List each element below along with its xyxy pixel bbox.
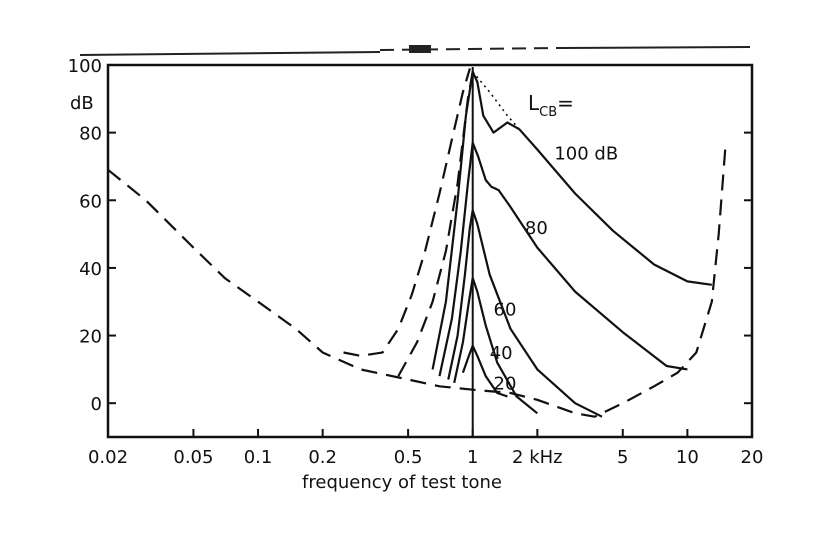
y-tick-label: 100 bbox=[68, 56, 102, 77]
y-tick-label: 20 bbox=[79, 327, 102, 348]
y-axis: 0 20 40 60 80 100 bbox=[68, 56, 752, 415]
x-tick-label: 2 kHz bbox=[512, 447, 563, 468]
curve-label: 60 bbox=[494, 299, 517, 320]
y-tick-label: 0 bbox=[91, 394, 102, 415]
curve-label: 20 bbox=[494, 374, 517, 395]
series-line-0-solid bbox=[431, 70, 712, 370]
series-layer bbox=[107, 68, 727, 418]
y-tick-label: 40 bbox=[79, 259, 102, 280]
x-tick-label: 20 bbox=[741, 447, 764, 468]
x-tick-label: 1 bbox=[467, 447, 478, 468]
x-tick-label: 10 bbox=[676, 447, 699, 468]
lcb-annotation: LCB= bbox=[528, 91, 574, 120]
x-tick-label: 5 bbox=[617, 447, 628, 468]
y-unit-label: dB bbox=[70, 93, 94, 114]
x-axis-title: frequency of test tone bbox=[302, 472, 502, 493]
y-tick-label: 60 bbox=[79, 191, 102, 212]
curve-label: 80 bbox=[525, 218, 548, 239]
x-tick-label: 0.2 bbox=[308, 447, 337, 468]
curve-label: 100 dB bbox=[554, 144, 618, 165]
x-tick-label: 0.02 bbox=[88, 447, 128, 468]
x-tick-label: 0.1 bbox=[244, 447, 273, 468]
series-line-5-dashed bbox=[107, 149, 727, 418]
x-tick-label: 0.05 bbox=[173, 447, 213, 468]
plot-frame bbox=[106, 63, 754, 439]
series-line-8-dotted bbox=[472, 71, 520, 130]
x-tick-label: 0.5 bbox=[394, 447, 423, 468]
series-line-3-solid bbox=[453, 277, 538, 415]
series-line-1-solid bbox=[438, 141, 688, 377]
x-axis: 0.02 0.05 0.1 0.2 0.5 1 2 kHz 5 10 20 bbox=[88, 429, 763, 468]
series-line-7-dashed bbox=[343, 68, 471, 357]
curve-label: 40 bbox=[490, 343, 513, 364]
series-line-2-solid bbox=[447, 209, 603, 418]
header-scan-artifact bbox=[79, 45, 751, 56]
curve-labels: 100 dB 80 60 40 20 bbox=[490, 144, 618, 395]
series-line-4-solid bbox=[461, 344, 508, 398]
y-tick-label: 80 bbox=[79, 124, 102, 145]
